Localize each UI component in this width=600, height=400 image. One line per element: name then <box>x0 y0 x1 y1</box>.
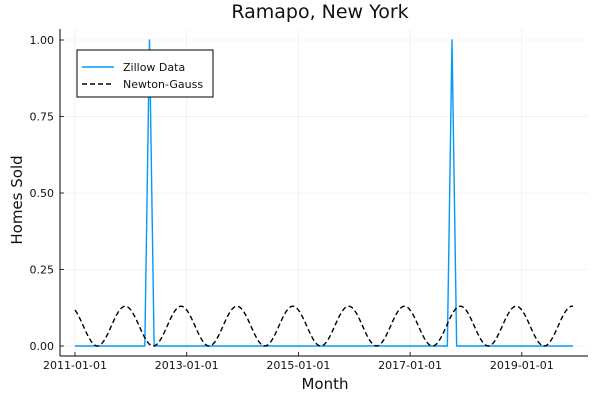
series-line-newton-gauss <box>74 305 574 347</box>
x-tick-label: 2017-01-01 <box>378 359 442 372</box>
legend-box <box>76 49 214 98</box>
x-tick-label: 2011-01-01 <box>43 359 107 372</box>
y-tick-label: 0.00 <box>30 340 55 353</box>
x-tick-label: 2013-01-01 <box>155 359 219 372</box>
legend-label-zillow-data: Zillow Data <box>123 61 185 74</box>
ticks: 2011-01-01 2013-01-01 2015-01-01 2017-01-01… <box>30 34 554 372</box>
legend: Zillow Data Newton-Gauss <box>76 49 214 98</box>
legend-label-newton-gauss: Newton-Gauss <box>123 78 203 91</box>
x-tick-label: 2019-01-01 <box>490 359 554 372</box>
axes <box>59 29 588 357</box>
chart-title: Ramapo, New York <box>231 1 408 23</box>
series <box>74 39 574 347</box>
y-tick-label: 1.00 <box>30 34 55 47</box>
x-tick-label: 2015-01-01 <box>266 359 330 372</box>
series-line-zillow-data <box>75 39 573 347</box>
y-tick-label: 0.75 <box>30 111 55 124</box>
y-tick-label: 0.50 <box>30 187 55 200</box>
x-axis-label: Month <box>301 375 348 393</box>
y-axis-label: Homes Sold <box>8 155 26 244</box>
y-tick-label: 0.25 <box>30 264 55 277</box>
